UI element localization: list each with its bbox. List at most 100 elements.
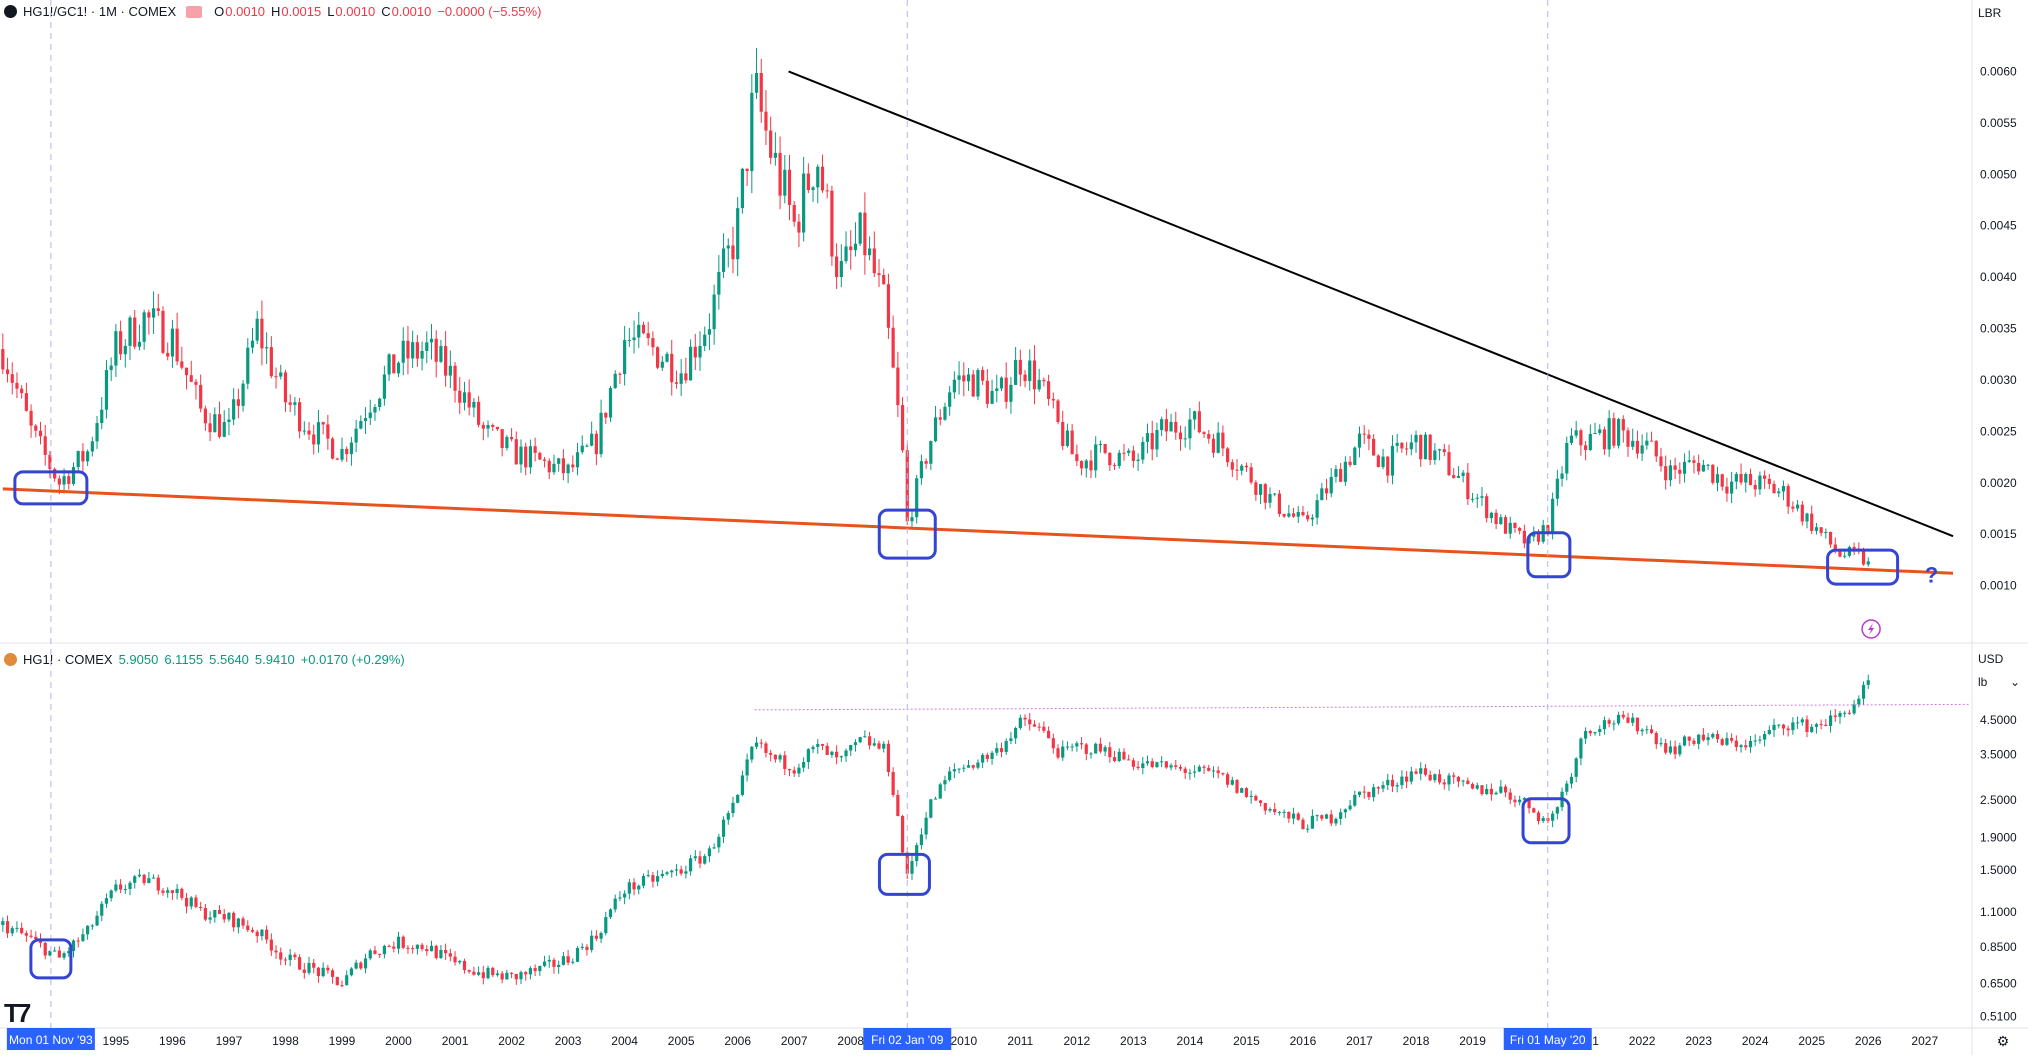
candle-body bbox=[420, 350, 424, 359]
candle-body bbox=[477, 401, 481, 425]
candle-body bbox=[566, 464, 570, 474]
top-candle bbox=[279, 364, 283, 380]
candle-body bbox=[453, 956, 457, 963]
top-candle bbox=[1084, 459, 1088, 478]
candle-body bbox=[67, 951, 71, 954]
top-candle bbox=[542, 456, 547, 468]
candle-body bbox=[1098, 743, 1103, 752]
unit-chevron-icon[interactable]: ⌄ bbox=[2010, 675, 2021, 689]
candle-body bbox=[269, 347, 273, 377]
bottom-candle bbox=[1051, 733, 1055, 754]
top-candle bbox=[514, 431, 518, 465]
bottom-symbol[interactable]: HG1! · COMEX bbox=[23, 652, 113, 667]
top-candle bbox=[491, 423, 495, 431]
bottom-candle bbox=[656, 870, 660, 887]
top-candle bbox=[1207, 430, 1211, 444]
bottom-candle bbox=[5, 915, 10, 938]
candle-body bbox=[976, 762, 980, 768]
bottom-candle bbox=[769, 749, 773, 762]
candle-body bbox=[1023, 717, 1027, 720]
bottom-candle bbox=[1409, 766, 1413, 785]
top-candle bbox=[981, 366, 985, 385]
candle-body bbox=[1339, 812, 1343, 819]
candle-body bbox=[717, 271, 721, 295]
top-symbol[interactable]: HG1!/GC1! · 1M · COMEX bbox=[23, 4, 177, 19]
year-tick: 2018 bbox=[1403, 1034, 1430, 1048]
top-candle bbox=[1263, 483, 1267, 510]
top-candle bbox=[1584, 440, 1588, 461]
bottom-candle bbox=[806, 748, 810, 769]
candle-body bbox=[340, 448, 344, 460]
candle-body bbox=[731, 802, 735, 814]
candle-body bbox=[1588, 433, 1592, 451]
bottom-candle bbox=[1518, 795, 1522, 806]
candle-body bbox=[1437, 774, 1442, 783]
top-candle bbox=[1103, 443, 1107, 455]
bottom-candle bbox=[1164, 760, 1168, 769]
top-candle bbox=[326, 414, 330, 450]
bottom-candle bbox=[1108, 742, 1112, 763]
candle-body bbox=[1339, 469, 1343, 482]
candle-body bbox=[458, 960, 462, 963]
top-candle bbox=[1235, 459, 1239, 481]
top-candle bbox=[1866, 557, 1870, 567]
top-candle bbox=[1598, 424, 1602, 436]
candle-body bbox=[1395, 442, 1399, 446]
bottom-candle bbox=[1296, 812, 1300, 821]
top-candle bbox=[1315, 493, 1319, 525]
candle-body bbox=[538, 452, 542, 460]
top-candle bbox=[1343, 456, 1347, 486]
crosshair-time-badge bbox=[863, 1028, 952, 1050]
candle-body bbox=[1838, 713, 1842, 717]
bottom-candle bbox=[797, 763, 801, 778]
candle-body bbox=[316, 967, 321, 977]
bottom-candle bbox=[1635, 717, 1640, 735]
top-candle bbox=[1042, 377, 1046, 387]
flag-icon[interactable] bbox=[186, 5, 203, 18]
bottom-unit[interactable]: lb bbox=[1978, 675, 1988, 689]
bottom-candle bbox=[929, 798, 933, 819]
bottom-candle bbox=[283, 957, 288, 966]
candle-body bbox=[1419, 434, 1423, 460]
candle-body bbox=[971, 374, 975, 397]
top-candle bbox=[1664, 455, 1668, 490]
top-scale-unit[interactable]: LBR bbox=[1978, 6, 2002, 20]
bottom-candle bbox=[137, 868, 142, 878]
bottom-currency[interactable]: USD bbox=[1978, 652, 2004, 666]
candle-body bbox=[759, 742, 763, 744]
bottom-candle bbox=[505, 969, 509, 980]
candle-body bbox=[1645, 440, 1649, 446]
bottom-candle bbox=[787, 768, 792, 777]
candle-body bbox=[769, 752, 773, 755]
top-candle bbox=[288, 394, 292, 413]
bottom-candle bbox=[533, 964, 537, 976]
candle-body bbox=[1640, 729, 1644, 732]
top-candle bbox=[1225, 447, 1230, 467]
candle-body bbox=[1701, 734, 1705, 741]
candle-body bbox=[217, 910, 222, 914]
candle-body bbox=[1353, 447, 1357, 465]
candle-body bbox=[1098, 444, 1103, 446]
bottom-candle bbox=[321, 962, 325, 978]
candle-body bbox=[1334, 818, 1338, 824]
candle-body bbox=[1183, 768, 1187, 774]
bottom-candle bbox=[966, 760, 971, 768]
bottom-candle bbox=[858, 736, 862, 744]
candle-body bbox=[1720, 474, 1724, 487]
bottom-candle bbox=[608, 908, 613, 919]
candle-body bbox=[1193, 411, 1197, 420]
top-candle bbox=[24, 382, 28, 412]
candle-body bbox=[241, 918, 245, 926]
candle-body bbox=[1324, 488, 1329, 494]
candle-body bbox=[1042, 726, 1046, 731]
bottom-candle bbox=[1414, 768, 1418, 775]
bottom-candle bbox=[1065, 741, 1070, 751]
candle-body bbox=[175, 888, 179, 893]
top-candle bbox=[948, 385, 952, 416]
bottom-candle bbox=[1122, 748, 1126, 761]
candle-body bbox=[53, 950, 57, 952]
year-tick: 2003 bbox=[555, 1034, 582, 1048]
settings-gear-icon[interactable]: ⚙ bbox=[1996, 1032, 2010, 1049]
bottom-candle bbox=[717, 833, 721, 853]
tradingview-logo-icon: T7 bbox=[4, 998, 31, 1028]
